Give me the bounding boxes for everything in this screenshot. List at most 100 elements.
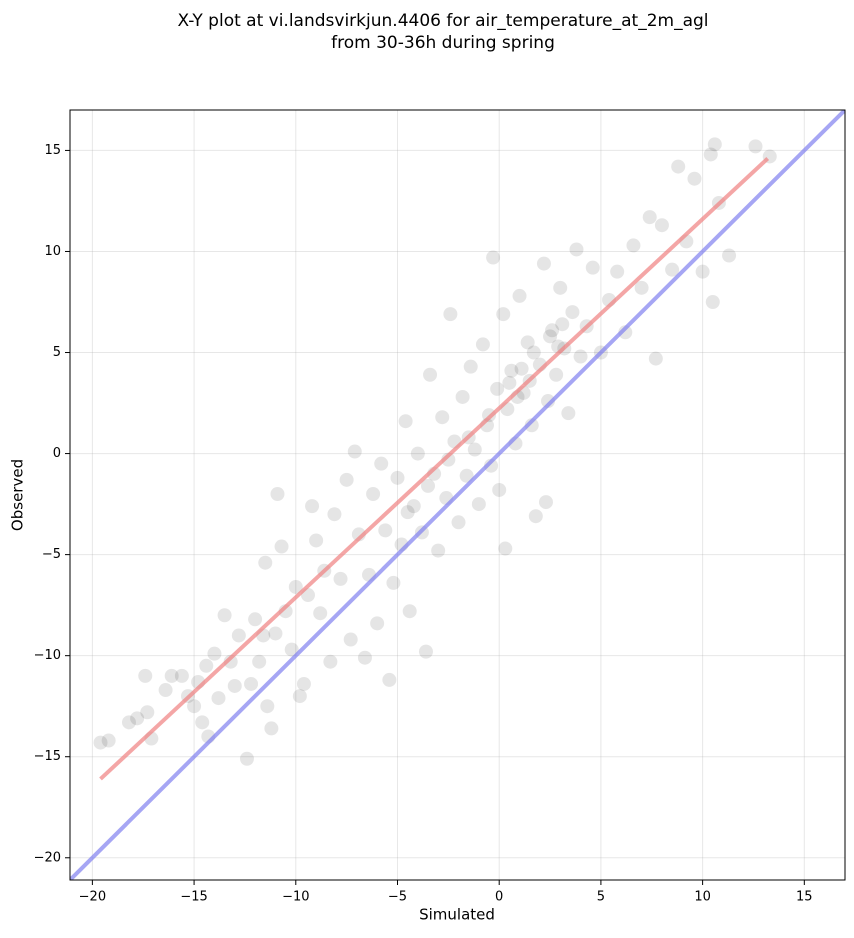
scatter-point [443, 307, 458, 322]
scatter-point [199, 658, 214, 673]
scatter-point [327, 507, 342, 522]
scatter-point [270, 486, 285, 501]
scatter-point [382, 672, 397, 687]
y-tick-label: −20 [34, 850, 61, 865]
x-tick-label: 0 [495, 890, 503, 905]
scatter-point [748, 139, 763, 154]
scatter-point [538, 495, 553, 510]
scatter-point [374, 456, 389, 471]
scatter-point [231, 628, 246, 643]
scatter-point [260, 699, 275, 714]
scatter-point [195, 715, 210, 730]
scatter-point [455, 389, 470, 404]
scatter-point [343, 632, 358, 647]
scatter-point [492, 482, 507, 497]
scatter-point [217, 608, 232, 623]
scatter-point [490, 381, 505, 396]
scatter-point [406, 499, 421, 514]
scatter-point [418, 644, 433, 659]
scatter-point [484, 458, 499, 473]
scatter-point [207, 646, 222, 661]
chart-subtitle: from 30-36h during spring [331, 33, 555, 53]
scatter-point [687, 171, 702, 186]
scatter-point [703, 147, 718, 162]
scatter-point [227, 678, 242, 693]
scatter-point [211, 691, 226, 706]
scatter-point [423, 367, 438, 382]
scatter-point [323, 654, 338, 669]
scatter-point [158, 683, 173, 698]
scatter-point [410, 446, 425, 461]
scatter-point [467, 442, 482, 457]
scatter-point [459, 468, 474, 483]
scatter-point [722, 248, 737, 263]
scatter-point [514, 361, 529, 376]
scatter-point [695, 264, 710, 279]
scatter-point [463, 359, 478, 374]
y-tick-label: 5 [53, 345, 61, 360]
scatter-point [366, 486, 381, 501]
scatter-point [561, 406, 576, 421]
scatter-point [565, 305, 580, 320]
scatter-point [555, 317, 570, 332]
scatter-point [164, 668, 179, 683]
x-tick-label: 15 [796, 890, 813, 905]
scatter-point [296, 676, 311, 691]
scatter-point [545, 323, 560, 338]
scatter-point [93, 735, 108, 750]
scatter-point [486, 250, 501, 265]
reference-line [70, 110, 845, 880]
scatter-point [618, 325, 633, 340]
scatter-point [541, 394, 556, 409]
scatter-point [239, 751, 254, 766]
scatter-point [421, 478, 436, 493]
reference-line [99, 157, 770, 781]
scatter-point [634, 280, 649, 295]
scatter-point [654, 218, 669, 233]
scatter-point [274, 539, 289, 554]
scatter-point [648, 351, 663, 366]
scatter-point [386, 575, 401, 590]
scatter-point [524, 418, 539, 433]
scatter-point [138, 668, 153, 683]
scatter-point [569, 242, 584, 257]
scatter-point [174, 668, 189, 683]
scatter-point [187, 699, 202, 714]
x-tick-label: −20 [79, 890, 106, 905]
x-axis-label: Simulated [419, 906, 495, 924]
scatter-point [402, 604, 417, 619]
scatter-point [573, 349, 588, 364]
scatter-point [504, 363, 519, 378]
scatter-point [502, 375, 517, 390]
scatter-point [671, 159, 686, 174]
scatter-point [398, 414, 413, 429]
scatter-point [370, 616, 385, 631]
scatter-point [101, 733, 116, 748]
scatter-point [496, 307, 511, 322]
scatter-point [451, 515, 466, 530]
scatter-point [121, 715, 136, 730]
scatter-point [549, 367, 564, 382]
scatter-point [252, 654, 267, 669]
scatter-point [400, 505, 415, 520]
scatter-point [707, 137, 722, 152]
scatter-point [264, 721, 279, 736]
scatter-point [313, 606, 328, 621]
scatter-point [130, 711, 145, 726]
x-tick-label: 10 [694, 890, 711, 905]
scatter-point [244, 676, 259, 691]
scatter-point [665, 262, 680, 277]
y-tick-label: 15 [44, 143, 61, 158]
scatter-point [471, 497, 486, 512]
x-tick-label: 5 [597, 890, 605, 905]
scatter-point [526, 345, 541, 360]
y-tick-label: 0 [53, 446, 61, 461]
y-tick-label: −10 [34, 648, 61, 663]
scatter-point [309, 533, 324, 548]
scatter-point [140, 705, 155, 720]
scatter-point [333, 571, 348, 586]
scatter-point [248, 612, 263, 627]
scatter-point [512, 288, 527, 303]
scatter-point [435, 410, 450, 425]
